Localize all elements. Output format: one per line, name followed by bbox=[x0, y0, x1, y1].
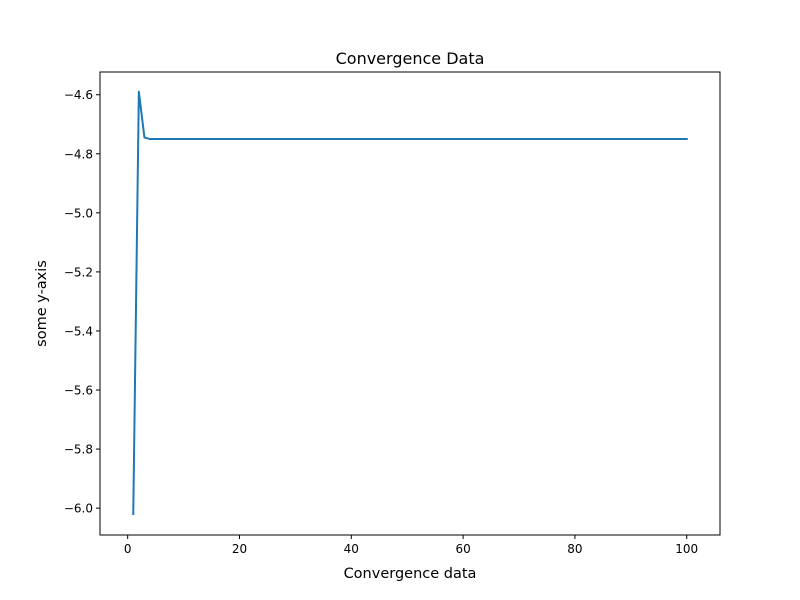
x-tick-label: 20 bbox=[232, 542, 247, 556]
x-tick-label: 60 bbox=[455, 542, 470, 556]
x-tick-label: 80 bbox=[567, 542, 582, 556]
y-tick-label: −4.8 bbox=[64, 147, 93, 161]
y-tick-label: −5.6 bbox=[64, 384, 93, 398]
series-layer bbox=[132, 90, 688, 516]
y-axis-label: some y-axis bbox=[34, 260, 50, 347]
y-tick-label: −5.4 bbox=[64, 324, 93, 338]
x-tick-label: 100 bbox=[675, 542, 698, 556]
x-tick-label: 0 bbox=[124, 542, 132, 556]
y-axis-ticks: −6.0 −5.8 −5.6 −5.4 −5.2 −5.0 −4.8 −4.6 bbox=[64, 88, 100, 516]
y-tick-label: −5.8 bbox=[64, 443, 93, 457]
chart-title: Convergence Data bbox=[336, 49, 485, 68]
plot-area bbox=[100, 72, 720, 535]
y-tick-label: −5.2 bbox=[64, 265, 93, 279]
x-tick-label: 40 bbox=[344, 542, 359, 556]
series-line-0 bbox=[132, 90, 688, 516]
y-tick-label: −6.0 bbox=[64, 502, 93, 516]
plot-frame bbox=[99, 71, 721, 536]
y-tick-label: −4.6 bbox=[64, 88, 93, 102]
x-axis-label: Convergence data bbox=[344, 566, 477, 582]
y-tick-label: −5.0 bbox=[64, 206, 93, 220]
x-axis-ticks: 0 20 40 60 80 100 bbox=[124, 535, 698, 556]
